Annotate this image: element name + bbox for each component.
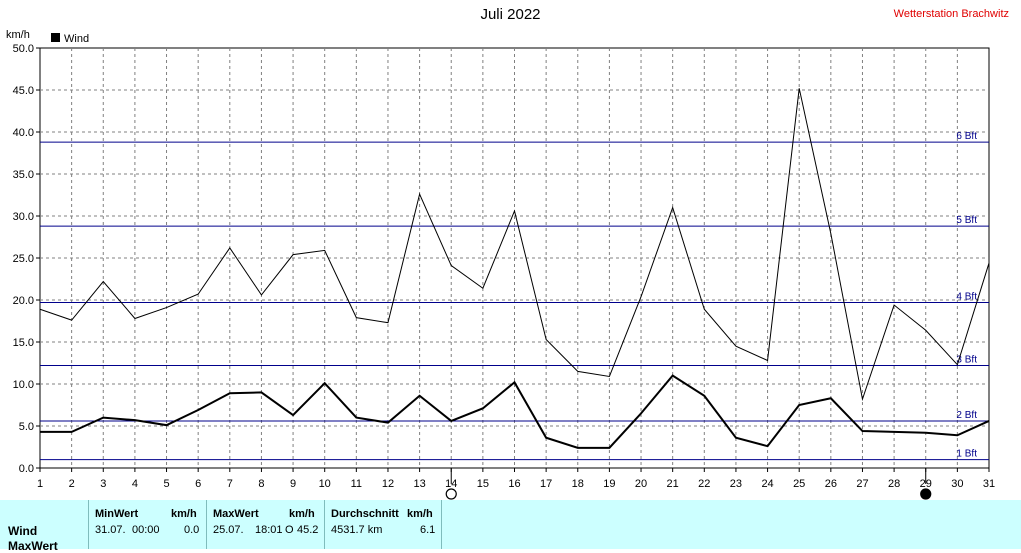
x-tick-label: 26: [825, 478, 837, 490]
avg-header: Durchschnitt: [331, 508, 399, 520]
x-tick-label: 3: [100, 478, 106, 490]
avg-value: 6.1: [420, 524, 436, 536]
y-tick-label: 10.0: [13, 379, 34, 391]
series: [39, 88, 990, 449]
y-tick-label: 30.0: [13, 211, 34, 223]
min-header: MinWert: [95, 508, 139, 520]
x-tick-label: 25: [793, 478, 805, 490]
y-tick-label: 35.0: [13, 169, 34, 181]
y-tick-label: 5.0: [19, 421, 34, 433]
beaufort-lines: 1 Bft 2 Bft 3 Bft 4 Bft 5 Bft 6 Bft: [40, 131, 989, 461]
row-label-maxwert: MaxWert: [8, 539, 58, 553]
legend-label: Wind: [64, 33, 89, 45]
x-tick-label: 10: [319, 478, 331, 490]
y-tick-label: 25.0: [13, 253, 34, 265]
row-label-wind: Wind: [8, 524, 38, 538]
x-tick-label: 7: [227, 478, 233, 490]
x-tick-label: 2: [69, 478, 75, 490]
max-direction: O: [285, 524, 294, 536]
avg-unit: km/h: [407, 508, 433, 520]
series-line-gusts: [39, 88, 990, 402]
x-tick-label: 20: [635, 478, 647, 490]
x-tick-label: 24: [761, 478, 773, 490]
station-name: Wetterstation Brachwitz: [893, 8, 1009, 20]
x-tick-label: 23: [730, 478, 742, 490]
max-date: 25.07.: [213, 524, 244, 536]
avg-distance: 4531.7 km: [331, 524, 383, 536]
max-header: MaxWert: [213, 508, 259, 520]
x-tick-label: 11: [351, 478, 362, 490]
x-tick-label: 21: [667, 478, 679, 490]
beaufort-label: 4 Bft: [956, 292, 977, 303]
x-tick-label: 17: [540, 478, 552, 490]
legend-swatch: [51, 33, 60, 42]
max-unit: km/h: [289, 508, 315, 520]
y-tick-label: 45.0: [13, 85, 34, 97]
stats-avg-column: Durchschnitt km/h 4531.7 km 6.1: [324, 500, 442, 549]
x-tick-label: 5: [163, 478, 169, 490]
stats-panel: Wind MaxWert MinWert km/h 31.07. 00:00 0…: [0, 500, 1021, 553]
x-tick-label: 4: [132, 478, 138, 490]
y-tick-label: 0.0: [19, 463, 34, 475]
full-moon-icon: [920, 488, 932, 500]
x-tick-label: 8: [258, 478, 264, 490]
min-unit: km/h: [171, 508, 197, 520]
axes: 0.0 5.0 10.0 15.0 20.0 25.0 30.0 35.0 40.0 45.0 50…: [6, 29, 995, 500]
stats-min-column: MinWert km/h 31.07. 00:00 0.0: [88, 500, 206, 549]
x-tick-label: 16: [508, 478, 520, 490]
legend: Wind: [51, 33, 89, 45]
min-value: 0.0: [184, 524, 200, 536]
x-tick-label: 31: [983, 478, 995, 490]
x-tick-label: 15: [477, 478, 489, 490]
max-time: 18:01: [255, 524, 283, 536]
x-tick-label: 19: [603, 478, 615, 490]
x-tick-label: 12: [382, 478, 394, 490]
grid: [39, 47, 990, 469]
stats-max-column: MaxWert km/h 25.07. 18:01 O 45.2: [206, 500, 324, 549]
y-tick-label: 15.0: [13, 337, 34, 349]
wind-chart: 1 Bft 2 Bft 3 Bft 4 Bft 5 Bft 6 Bft 0.0 5.0 10.…: [6, 29, 995, 500]
beaufort-label: 1 Bft: [956, 449, 977, 460]
min-time: 00:00: [132, 524, 160, 536]
beaufort-label: 5 Bft: [956, 215, 977, 226]
x-tick-label: 6: [195, 478, 201, 490]
series-line-wind: [40, 374, 990, 449]
x-tick-label: 9: [290, 478, 296, 490]
y-tick-label: 50.0: [13, 43, 34, 55]
x-tick-label: 30: [951, 478, 963, 490]
max-value: 45.2: [297, 524, 319, 536]
x-tick-label: 22: [698, 478, 710, 490]
x-tick-label: 18: [572, 478, 584, 490]
y-tick-label: 40.0: [13, 127, 34, 139]
x-tick-label: 28: [888, 478, 900, 490]
beaufort-label: 3 Bft: [956, 355, 977, 366]
beaufort-label: 6 Bft: [956, 131, 977, 142]
chart-title: Juli 2022: [480, 6, 541, 23]
y-axis-label: km/h: [6, 29, 30, 41]
x-tick-label: 13: [413, 478, 425, 490]
new-moon-icon: [445, 488, 457, 500]
beaufort-label: 2 Bft: [956, 410, 977, 421]
x-tick-label: 1: [37, 478, 43, 490]
y-tick-label: 20.0: [13, 295, 34, 307]
x-tick-label: 27: [856, 478, 868, 490]
min-date: 31.07.: [95, 524, 126, 536]
